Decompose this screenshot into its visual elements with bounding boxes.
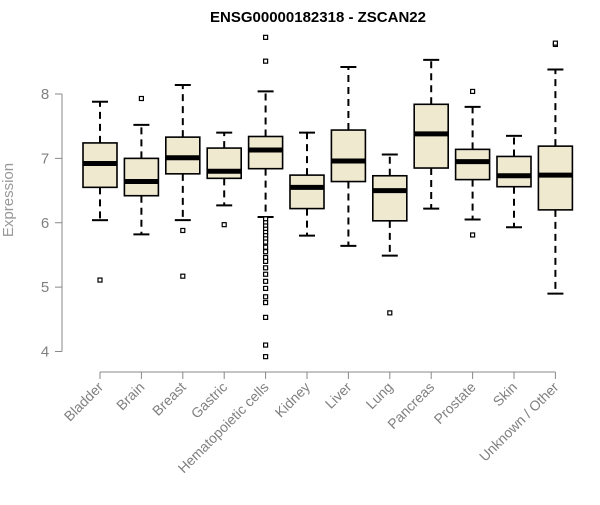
x-tick-label-7: Lung <box>363 379 396 412</box>
x-tick-label-6: Liver <box>322 379 355 412</box>
outlier-4-19 <box>263 299 269 306</box>
outlier-4-18 <box>263 294 269 300</box>
outlier-4-22 <box>263 354 269 360</box>
outlier-4-15 <box>263 271 269 277</box>
box-group-7 <box>371 153 408 316</box>
box-3 <box>206 147 242 180</box>
box-4 <box>247 135 284 170</box>
box-5 <box>289 174 325 210</box>
box-6 <box>330 129 367 183</box>
box-group-11 <box>537 40 574 295</box>
x-tick-label-11: Unknown / Other <box>476 379 562 465</box>
outlier-4-11 <box>263 249 269 255</box>
box-group-5 <box>289 131 325 237</box>
y-tick-label-4: 8 <box>41 86 49 103</box>
plot-area <box>82 34 574 360</box>
outlier-11-1 <box>552 40 559 46</box>
box-group-2 <box>165 83 201 279</box>
box-7 <box>371 174 408 222</box>
outlier-4-17 <box>263 285 269 292</box>
x-tick-label-0: Bladder <box>61 379 107 425</box>
y-tick-label-3: 7 <box>41 150 49 167</box>
box-group-0 <box>82 100 118 283</box>
outlier-7-0 <box>387 310 393 316</box>
box-11 <box>537 145 574 211</box>
y-tick-label-2: 6 <box>41 215 49 232</box>
outlier-4-13 <box>263 258 269 264</box>
x-tick-label-1: Brain <box>113 379 147 413</box>
outlier-4-0 <box>263 58 269 64</box>
y-tick-label-0: 4 <box>41 344 49 361</box>
box-group-3 <box>206 131 242 228</box>
outlier-4-20 <box>263 314 269 320</box>
box-1 <box>123 157 160 197</box>
outlier-4-10 <box>263 244 269 250</box>
outlier-4-9 <box>263 239 269 245</box>
outlier-2-1 <box>180 273 186 279</box>
box-9 <box>454 148 491 181</box>
outlier-4-1 <box>263 34 269 40</box>
box-group-8 <box>413 58 450 210</box>
box-group-9 <box>454 88 491 238</box>
outlier-0-0 <box>97 277 103 283</box>
outlier-4-16 <box>263 278 269 284</box>
x-tick-label-9: Prostate <box>431 379 479 427</box>
y-axis-label: Expression <box>0 163 17 237</box>
x-tick-label-10: Skin <box>490 379 521 410</box>
box-group-6 <box>330 65 367 247</box>
box-group-10 <box>496 134 532 229</box>
y-axis: 4 5 6 7 8 <box>41 86 63 361</box>
outlier-2-0 <box>180 227 186 234</box>
outlier-1-0 <box>138 95 144 102</box>
outlier-9-0 <box>470 88 476 95</box>
outlier-9-1 <box>470 232 476 238</box>
box-group-4 <box>247 34 284 360</box>
x-tick-label-2: Breast <box>149 379 189 419</box>
outlier-4-21 <box>263 342 269 348</box>
box-group-1 <box>123 95 160 236</box>
chart-title: ENSG00000182318 - ZSCAN22 <box>210 9 426 26</box>
outlier-4-14 <box>263 265 269 271</box>
box-10 <box>496 155 532 188</box>
outlier-3-0 <box>221 222 227 228</box>
x-tick-label-5: Kidney <box>272 379 314 421</box>
y-tick-label-1: 5 <box>41 279 49 296</box>
